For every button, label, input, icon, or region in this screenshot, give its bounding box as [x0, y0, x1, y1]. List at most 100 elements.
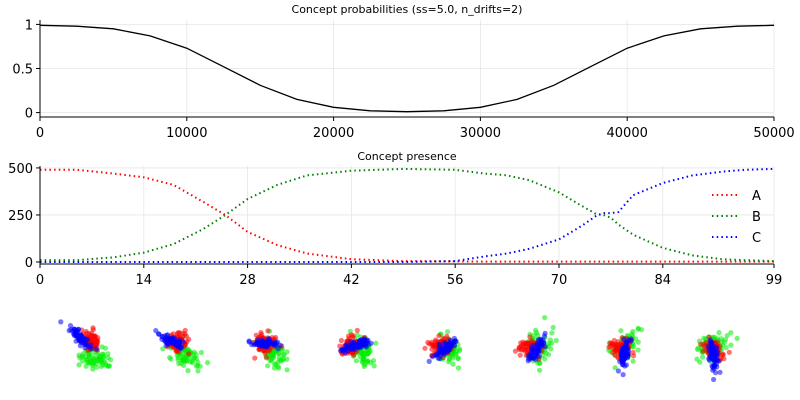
scatter-point [711, 376, 717, 383]
scatter-point [516, 344, 522, 350]
scatter-point [534, 342, 541, 348]
scatter-point [249, 341, 255, 348]
presence-chart: Concept presence 0 14 28 42 56 70 84 990250500 … [8, 150, 782, 288]
y-tick-label: 1 [25, 18, 33, 33]
scatter-point [436, 346, 442, 352]
scatter-point [426, 358, 432, 364]
scatter-point [370, 358, 377, 364]
scatter-point [429, 354, 436, 360]
scatter-point [58, 319, 64, 325]
scatter-point [284, 349, 290, 355]
scatter-point [189, 358, 195, 364]
x-tick-label: 0 [36, 126, 44, 141]
scatter-point [72, 330, 78, 337]
scatter-point [541, 340, 547, 346]
scatter-point [108, 357, 114, 363]
scatter-point [728, 342, 734, 348]
legend: ABC [712, 189, 761, 246]
scatter-point [436, 333, 442, 339]
scatter-point [612, 365, 618, 371]
scatter-point [366, 348, 372, 354]
scatter-panel [422, 329, 463, 371]
scatter-point [269, 352, 275, 358]
scatter-point [624, 355, 630, 361]
scatter-point [623, 347, 629, 353]
scatter-point [82, 342, 89, 348]
scatter-point [359, 358, 365, 364]
scatter-point [537, 336, 544, 342]
scatter-point [105, 351, 111, 357]
scatter-point [349, 343, 355, 349]
scatter-point [724, 333, 730, 339]
x-tick-label: 42 [343, 273, 360, 288]
scatter-point [720, 352, 726, 358]
series-line-C [40, 167, 775, 263]
scatter-point [77, 343, 83, 349]
scatter-point [191, 349, 198, 355]
scatter-point [271, 361, 277, 367]
scatter-point [71, 326, 77, 332]
scatter-point [716, 330, 722, 336]
scatter-point [422, 345, 428, 351]
scatter-point [726, 349, 732, 355]
scatter-point [549, 330, 555, 336]
scatter-point [164, 332, 170, 338]
scatter-point [186, 347, 192, 353]
x-tick-label: 84 [655, 273, 672, 288]
scatter-point [167, 354, 173, 361]
scatter-point [338, 337, 344, 344]
scatter-point [447, 337, 454, 344]
scatter-point [265, 338, 271, 344]
scatter-point [701, 342, 707, 348]
scatter-point [276, 350, 282, 356]
scatter-point [445, 329, 451, 335]
scatter-point [700, 348, 706, 354]
scatter-point [630, 358, 636, 364]
x-tick-label: 56 [447, 273, 464, 288]
scatter-point [195, 362, 201, 369]
scatter-point [542, 315, 548, 321]
scatter-point [541, 333, 548, 339]
scatter-point [265, 328, 271, 334]
scatter-point [180, 339, 186, 345]
scatter-point [618, 328, 624, 334]
scatter-point [529, 338, 535, 344]
x-tick-label: 70 [551, 273, 568, 288]
scatter-point [346, 333, 352, 339]
scatter-panel [58, 319, 114, 372]
scatter-point [429, 346, 435, 352]
chart-title: Concept presence [357, 150, 457, 163]
scatter-point [273, 341, 279, 347]
scatter-point [623, 341, 630, 347]
scatter-point [433, 352, 439, 358]
scatter-point [87, 359, 93, 365]
scatter-point [615, 368, 622, 374]
series-line-B [40, 167, 775, 263]
scatter-point [84, 330, 90, 336]
scatter-point [160, 346, 166, 352]
scatter-point [431, 342, 437, 348]
scatter-point [80, 351, 86, 357]
scatter-point [522, 348, 528, 354]
scatter-point [451, 342, 458, 349]
scatter-point [628, 336, 634, 342]
scatter-point [452, 338, 458, 344]
scatter-point [450, 361, 456, 367]
scatter-point [546, 340, 552, 346]
scatter-point [90, 366, 96, 372]
scatter-point [264, 343, 270, 349]
scatter-point [348, 339, 354, 345]
scatter-point [630, 353, 637, 359]
scatter-panel [512, 315, 559, 373]
legend-label-B: B [752, 210, 761, 225]
scatter-point [530, 342, 536, 348]
scatter-point [177, 345, 183, 351]
scatter-point [358, 350, 364, 356]
y-tick-label: 250 [8, 209, 33, 224]
probabilities-chart: Concept probabilities (ss=5.0, n_drifts=… [12, 3, 794, 141]
x-tick-label: 40000 [607, 126, 648, 141]
scatter-point [92, 338, 98, 344]
scatter-point [262, 350, 268, 356]
probability-line [39, 24, 775, 113]
scatter-point [537, 367, 543, 373]
